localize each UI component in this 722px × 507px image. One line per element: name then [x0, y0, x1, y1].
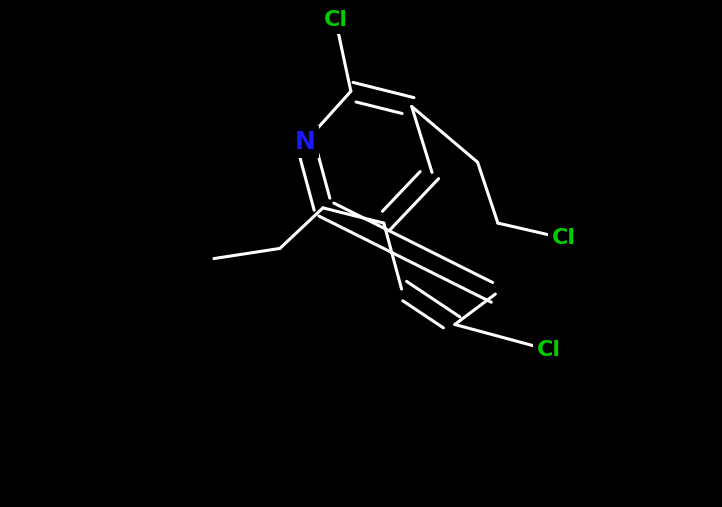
Text: Cl: Cl [536, 340, 560, 360]
Text: Cl: Cl [552, 228, 576, 248]
Text: Cl: Cl [323, 10, 348, 30]
Text: N: N [295, 130, 316, 154]
